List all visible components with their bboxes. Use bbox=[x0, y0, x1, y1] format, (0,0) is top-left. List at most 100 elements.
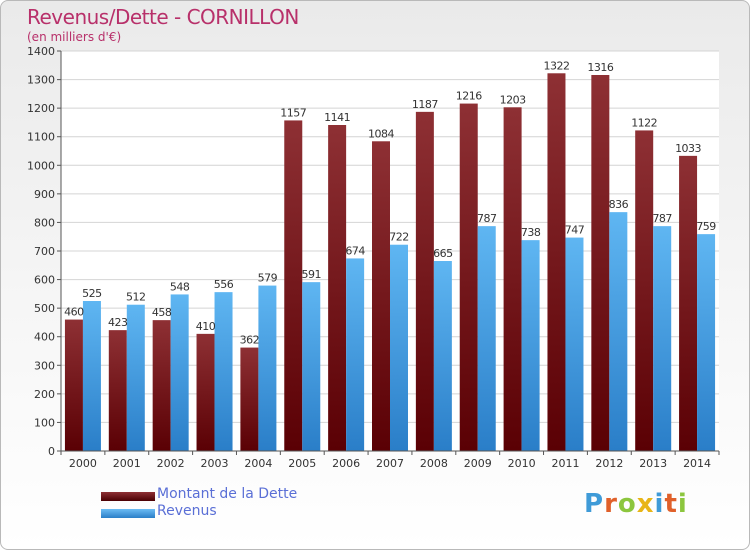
y-tick-label: 1000 bbox=[27, 159, 55, 172]
data-label: 759 bbox=[696, 220, 716, 233]
y-tick-label: 300 bbox=[34, 359, 55, 372]
y-tick-label: 600 bbox=[34, 274, 55, 287]
data-label: 512 bbox=[126, 291, 146, 304]
x-tick-label: 2010 bbox=[508, 457, 536, 470]
data-label: 787 bbox=[652, 212, 672, 225]
data-label: 747 bbox=[565, 224, 585, 237]
data-label: 1216 bbox=[456, 90, 482, 103]
data-label: 665 bbox=[433, 247, 453, 260]
data-label: 1203 bbox=[500, 93, 526, 106]
data-label: 1084 bbox=[368, 127, 394, 140]
y-tick-label: 1100 bbox=[27, 131, 55, 144]
y-tick-label: 100 bbox=[34, 416, 55, 429]
dette-bar bbox=[635, 130, 654, 451]
revenus-bar bbox=[697, 234, 716, 451]
y-tick-label: 900 bbox=[34, 188, 55, 201]
x-tick-label: 2001 bbox=[113, 457, 141, 470]
data-label: 1157 bbox=[280, 106, 306, 119]
data-label: 836 bbox=[609, 198, 629, 211]
x-tick-label: 2006 bbox=[332, 457, 360, 470]
data-label: 674 bbox=[345, 244, 365, 257]
data-labels: 460 525 423 512 458 548 410 556 362 579 1157 591 114… bbox=[64, 59, 717, 347]
x-tick-label: 2005 bbox=[288, 457, 316, 470]
revenus-bar bbox=[258, 285, 277, 451]
dette-bar bbox=[152, 320, 171, 451]
x-tick-label: 2000 bbox=[69, 457, 97, 470]
data-label: 423 bbox=[108, 316, 128, 329]
dette-bar bbox=[240, 347, 259, 451]
data-label: 460 bbox=[64, 306, 84, 319]
x-tick-label: 2008 bbox=[420, 457, 448, 470]
x-tick-label: 2013 bbox=[639, 457, 667, 470]
data-label: 548 bbox=[170, 280, 190, 293]
legend-swatch-revenus bbox=[101, 509, 155, 518]
y-tick-label: 1200 bbox=[27, 102, 55, 115]
legend-label-revenus: Revenus bbox=[157, 503, 217, 519]
y-tick-label: 200 bbox=[34, 388, 55, 401]
data-label: 579 bbox=[258, 272, 278, 285]
revenus-bar bbox=[653, 226, 672, 451]
proxiti-logo: Proxiti bbox=[584, 489, 688, 519]
data-label: 556 bbox=[214, 278, 234, 291]
chart-title: Revenus/Dette - CORNILLON bbox=[27, 5, 299, 29]
dette-bar bbox=[547, 73, 566, 452]
dette-bar bbox=[503, 107, 522, 452]
data-label: 458 bbox=[152, 306, 172, 319]
revenus-bar bbox=[302, 282, 321, 451]
x-tick-label: 2014 bbox=[683, 457, 711, 470]
data-label: 1033 bbox=[675, 142, 701, 155]
y-tick-label: 1400 bbox=[27, 45, 55, 58]
y-tick-label: 1300 bbox=[27, 74, 55, 87]
data-label: 1122 bbox=[631, 116, 657, 129]
chart-subtitle: (en milliers d'€) bbox=[27, 30, 122, 44]
data-label: 1141 bbox=[324, 111, 350, 124]
x-tick-label: 2011 bbox=[551, 457, 579, 470]
dette-bar bbox=[196, 333, 215, 451]
legend-label-dette: Montant de la Dette bbox=[157, 486, 298, 502]
revenus-bar bbox=[565, 237, 584, 451]
y-tick-label: 800 bbox=[34, 216, 55, 229]
x-tick-label: 2012 bbox=[595, 457, 623, 470]
data-label: 362 bbox=[240, 334, 260, 347]
data-label: 1316 bbox=[587, 61, 613, 74]
revenus-bar bbox=[170, 294, 189, 451]
x-tick-label: 2004 bbox=[244, 457, 272, 470]
revenus-bar bbox=[521, 240, 540, 451]
x-tick-label: 2003 bbox=[201, 457, 229, 470]
y-tick-label: 700 bbox=[34, 245, 55, 258]
legend-swatch-dette bbox=[101, 492, 155, 501]
revenus-bar bbox=[126, 304, 145, 451]
data-label: 738 bbox=[521, 226, 541, 239]
revenus-bar bbox=[477, 226, 496, 451]
revenus-bar bbox=[609, 212, 628, 451]
dette-bar bbox=[459, 103, 478, 452]
data-label: 1187 bbox=[412, 98, 438, 111]
dette-bar bbox=[284, 120, 303, 451]
y-tick-label: 0 bbox=[48, 445, 55, 458]
dette-bar bbox=[679, 155, 698, 451]
data-label: 591 bbox=[302, 268, 322, 281]
revenus-bar bbox=[346, 258, 365, 451]
data-label: 1322 bbox=[543, 59, 569, 72]
revenus-bar bbox=[390, 244, 408, 451]
data-label: 410 bbox=[196, 320, 216, 333]
dette-bar bbox=[415, 111, 434, 451]
x-tick-label: 2002 bbox=[157, 457, 185, 470]
y-tick-label: 500 bbox=[34, 302, 55, 315]
data-label: 722 bbox=[389, 231, 409, 244]
data-label: 787 bbox=[477, 212, 497, 225]
axes: 0 100 200 300 400 500 600 700 800 900 1000 1100 1200… bbox=[27, 45, 720, 470]
dette-bar bbox=[64, 319, 83, 451]
revenus-bar bbox=[214, 292, 233, 451]
bars bbox=[64, 73, 716, 452]
y-tick-label: 400 bbox=[34, 331, 55, 344]
dette-bar bbox=[591, 75, 610, 451]
dette-bar bbox=[328, 125, 347, 451]
revenus-bar bbox=[433, 261, 452, 451]
dette-bar bbox=[108, 330, 127, 451]
x-tick-label: 2007 bbox=[376, 457, 404, 470]
x-tick-label: 2009 bbox=[464, 457, 492, 470]
data-label: 525 bbox=[82, 287, 102, 300]
